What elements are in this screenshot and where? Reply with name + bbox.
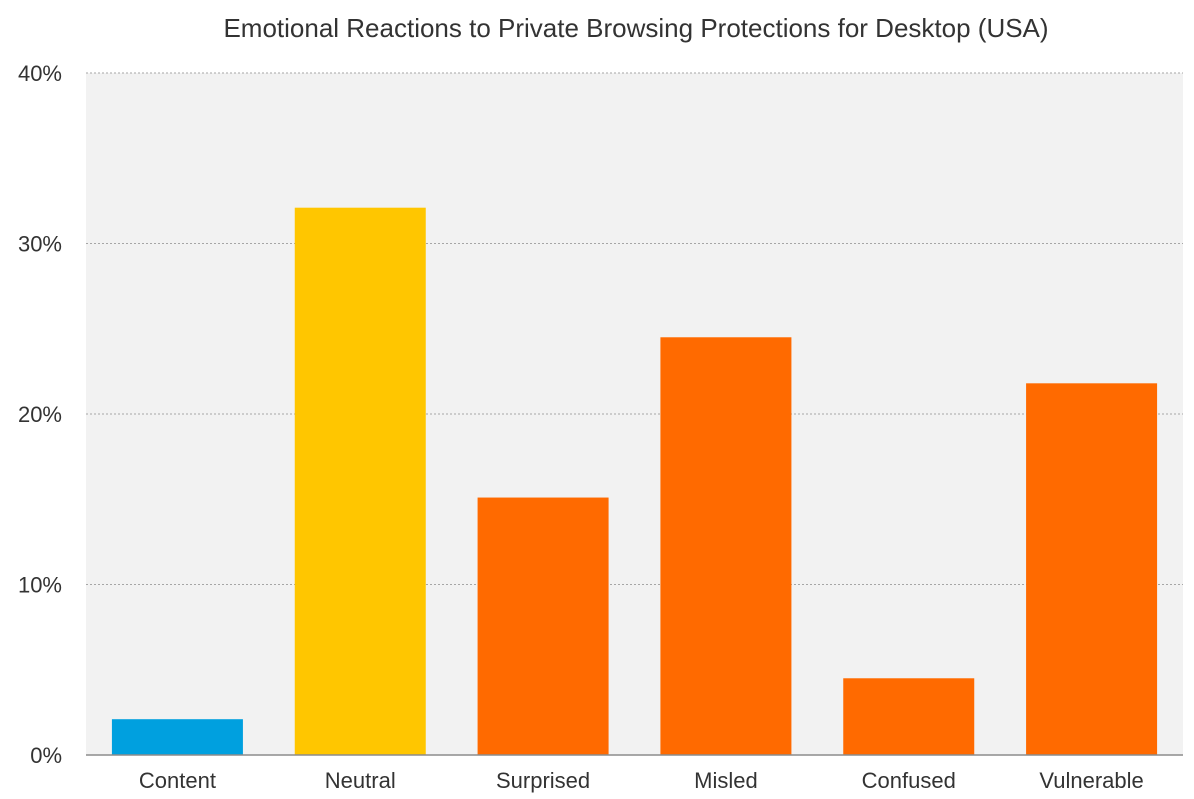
bar-content [111,719,243,755]
bars [111,207,1158,755]
y-tick-label: 30% [18,232,62,257]
x-axis-category-labels: Content Neutral Surprised Misled Confused Vul… [139,768,1144,793]
bar-confused [843,678,975,755]
chart-title: Emotional Reactions to Private Browsing … [223,13,1048,43]
y-tick-label: 20% [18,402,62,427]
bar-surprised [477,497,609,755]
y-tick-label: 40% [18,61,62,86]
bar-neutral [294,207,426,755]
x-category-label: Vulnerable [1039,768,1143,793]
bar-vulnerable [1026,383,1158,755]
x-category-label: Surprised [496,768,590,793]
y-tick-label: 10% [18,573,62,598]
y-axis-tick-labels: 0% 10% 20% 30% 40% [18,61,62,768]
x-category-label: Content [139,768,216,793]
x-category-label: Confused [862,768,956,793]
bar-misled [660,337,792,755]
gridlines [86,72,1183,585]
x-category-label: Misled [694,768,758,793]
x-category-label: Neutral [325,768,396,793]
y-tick-label: 0% [30,743,62,768]
